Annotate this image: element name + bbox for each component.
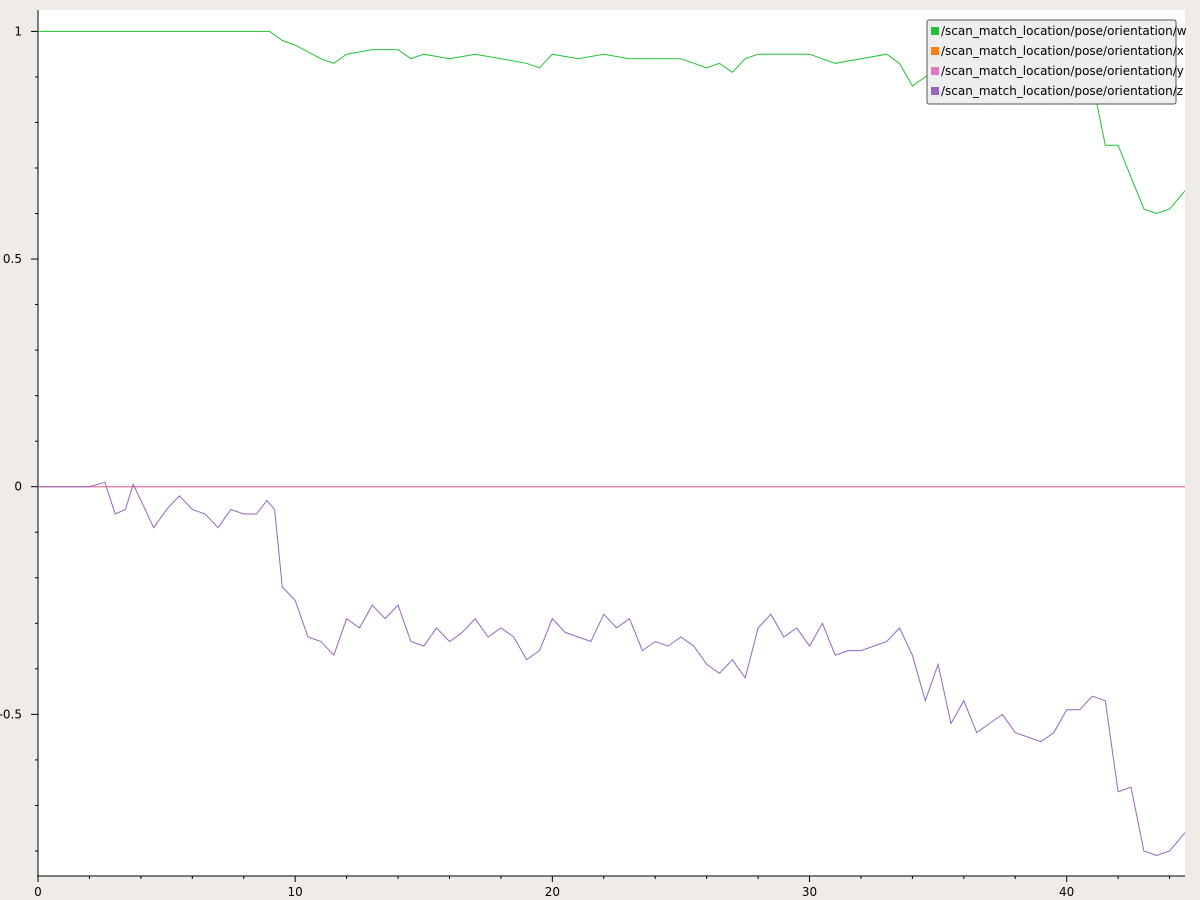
legend-swatch bbox=[931, 47, 939, 55]
plot-area[interactable] bbox=[38, 10, 1185, 876]
legend-label: /scan_match_location/pose/orientation/z bbox=[941, 84, 1183, 98]
legend-swatch bbox=[931, 67, 939, 75]
y-tick-label: 1 bbox=[14, 24, 22, 38]
x-tick-label: 20 bbox=[545, 885, 560, 899]
x-tick-label: 10 bbox=[288, 885, 303, 899]
y-tick-label: 0.5 bbox=[3, 252, 22, 266]
legend-swatch bbox=[931, 87, 939, 95]
legend-label: /scan_match_location/pose/orientation/w bbox=[941, 24, 1187, 38]
legend-box[interactable] bbox=[926, 19, 1177, 105]
y-tick-label: -0.5 bbox=[0, 707, 22, 721]
series-line-3[interactable] bbox=[38, 481, 1186, 857]
legend-label: /scan_match_location/pose/orientation/y bbox=[941, 64, 1184, 78]
y-tick-label: 0 bbox=[14, 480, 22, 494]
legend-label: /scan_match_location/pose/orientation/x bbox=[941, 44, 1184, 58]
x-tick-label: 40 bbox=[1059, 885, 1074, 899]
x-tick-label: 30 bbox=[802, 885, 817, 899]
legend-swatch bbox=[931, 27, 939, 35]
x-tick-label: 0 bbox=[34, 885, 42, 899]
